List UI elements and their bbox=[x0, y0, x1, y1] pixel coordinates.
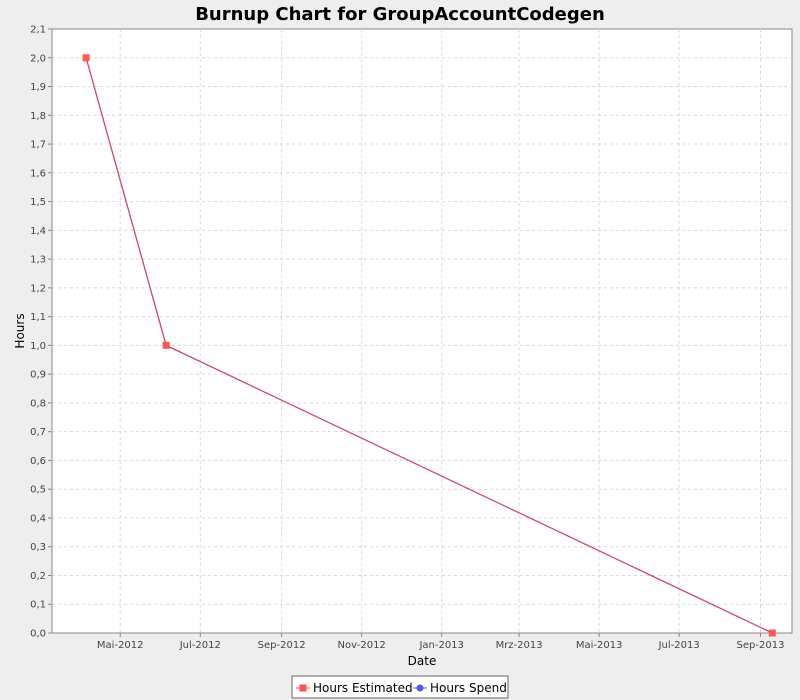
x-tick-label: Jan-2013 bbox=[418, 640, 463, 651]
y-tick-label: 1,5 bbox=[30, 197, 46, 208]
y-tick-label: 0,7 bbox=[30, 427, 46, 438]
x-tick-label: Jul-2013 bbox=[658, 640, 700, 651]
legend-label-hours-spend: Hours Spend bbox=[430, 681, 507, 695]
data-point bbox=[82, 54, 90, 62]
x-tick-label: Mrz-2013 bbox=[496, 640, 543, 651]
series bbox=[82, 54, 776, 637]
legend-marker-hours-estimated bbox=[299, 684, 307, 692]
y-tick-label: 1,4 bbox=[30, 226, 46, 237]
y-tick-label: 1,1 bbox=[30, 312, 46, 323]
y-tick-label: 0,6 bbox=[30, 456, 46, 467]
legend-box bbox=[291, 675, 509, 699]
y-tick-label: 0,2 bbox=[30, 571, 46, 582]
plot-area bbox=[51, 28, 793, 634]
x-tick-label: Sep-2013 bbox=[737, 640, 785, 651]
x-axis-label: Date bbox=[408, 654, 437, 668]
y-tick-label: 1,3 bbox=[30, 255, 46, 266]
data-point bbox=[162, 341, 170, 349]
y-tick-label: 0,4 bbox=[30, 513, 46, 524]
y-tick-label: 1,8 bbox=[30, 111, 46, 122]
y-tick-label: 1,6 bbox=[30, 168, 46, 179]
x-tick-label: Jul-2012 bbox=[179, 640, 221, 651]
x-tick-label: Mai-2012 bbox=[97, 640, 144, 651]
y-tick-label: 1,9 bbox=[30, 82, 46, 93]
legend: Hours Estimated Hours Spend bbox=[291, 675, 509, 699]
x-tick-label: Sep-2012 bbox=[258, 640, 306, 651]
axes: 0,0 0,1 0,2 0,3 0,4 0,5 0,6 0,7 0,8 0,9 1,0 1,1 1,2 1… bbox=[30, 25, 784, 652]
y-tick-label: 0,1 bbox=[30, 600, 46, 611]
legend-label-hours-estimated: Hours Estimated bbox=[313, 681, 413, 695]
y-tick-label: 1,7 bbox=[30, 140, 46, 151]
legend-marker-hours-spend bbox=[416, 684, 424, 692]
y-tick-label: 0,9 bbox=[30, 370, 46, 381]
y-tick-label: 0,5 bbox=[30, 485, 46, 496]
chart-title: Burnup Chart for GroupAccountCodegen bbox=[195, 4, 605, 25]
x-tick-label: Nov-2012 bbox=[337, 640, 385, 651]
y-tick-label: 0,0 bbox=[30, 629, 46, 640]
y-tick-label: 0,3 bbox=[30, 542, 46, 553]
y-tick-label: 1,2 bbox=[30, 283, 46, 294]
y-tick-label: 0,8 bbox=[30, 398, 46, 409]
grid bbox=[52, 29, 792, 633]
y-tick-label: 2,0 bbox=[30, 53, 46, 64]
x-tick-label: Mai-2013 bbox=[576, 640, 623, 651]
y-axis-label: Hours bbox=[13, 313, 27, 348]
y-tick-label: 1,0 bbox=[30, 341, 46, 352]
data-point bbox=[768, 629, 776, 637]
y-tick-label: 2,1 bbox=[30, 25, 46, 36]
